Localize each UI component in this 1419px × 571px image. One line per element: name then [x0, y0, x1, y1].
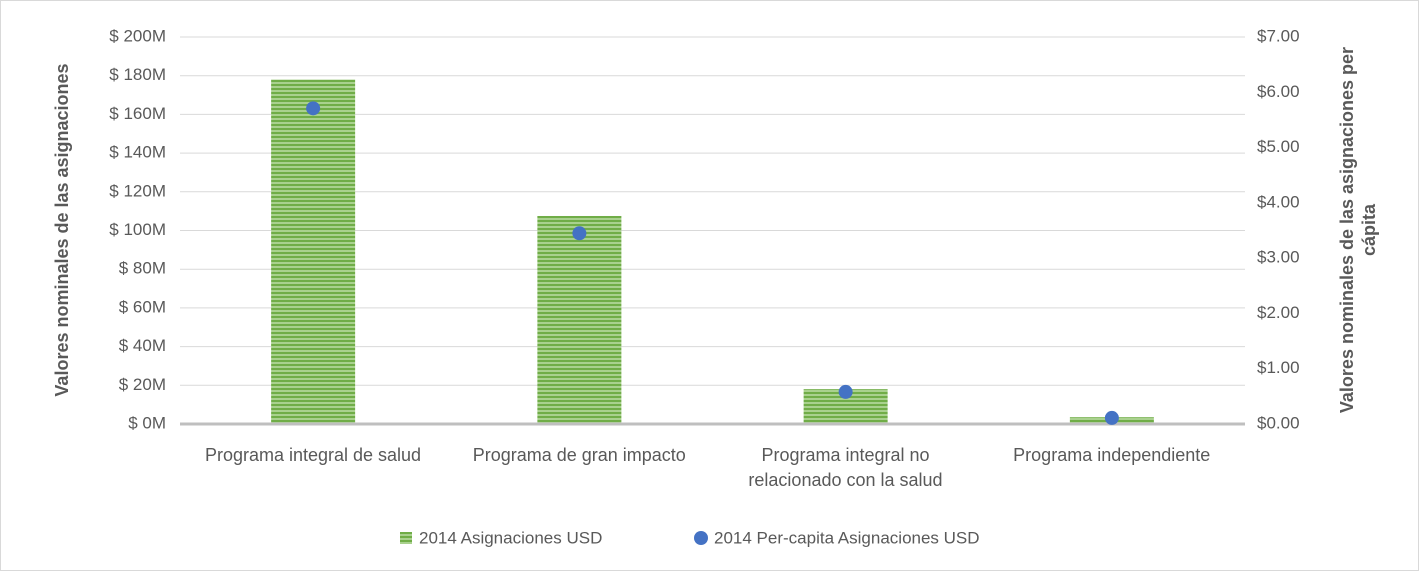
legend-swatch — [400, 532, 412, 544]
y2-tick-label: $6.00 — [1257, 82, 1300, 101]
legend-swatch — [694, 531, 708, 545]
y-tick-label: $ 200M — [109, 26, 166, 45]
y2-tick-label: $1.00 — [1257, 358, 1300, 377]
y2-tick-label: $0.00 — [1257, 413, 1300, 432]
y2-tick-label: $5.00 — [1257, 137, 1300, 156]
x-tick-label: Programa integral no relacionado con la … — [748, 445, 943, 490]
y-tick-label: $ 60M — [119, 297, 166, 316]
y-tick-label: $ 100M — [109, 220, 166, 239]
bar — [271, 79, 356, 424]
x-tick-label: Programa de gran impacto — [472, 445, 686, 465]
dot — [1104, 410, 1119, 425]
dot — [838, 384, 853, 399]
bar — [537, 215, 622, 424]
y2-tick-label: $3.00 — [1257, 248, 1300, 267]
y-tick-label: $ 40M — [119, 336, 166, 355]
x-tick-label: Programa integral de salud — [204, 445, 422, 465]
y-tick-label: $ 20M — [119, 375, 166, 394]
y2-tick-label: $2.00 — [1257, 303, 1300, 322]
y2-axis-title: Valores nominales de las asignaciones pe… — [1337, 46, 1379, 414]
y-tick-label: $ 180M — [109, 65, 166, 84]
y-tick-label: $ 160M — [109, 104, 166, 123]
legend-label: 2014 Per-capita Asignaciones USD — [714, 528, 980, 547]
y-tick-label: $ 80M — [119, 259, 166, 278]
dot — [306, 101, 321, 116]
x-tick-label: Programa independiente — [1013, 445, 1211, 465]
y-axis-title: Valores nominales de las asignaciones — [52, 63, 72, 397]
y2-tick-label: $7.00 — [1257, 26, 1300, 45]
dot — [572, 226, 587, 241]
y2-tick-label: $4.00 — [1257, 192, 1300, 211]
legend-label: 2014 Asignaciones USD — [419, 528, 602, 547]
y-tick-label: $ 0M — [128, 413, 166, 432]
y-tick-label: $ 120M — [109, 181, 166, 200]
y-tick-label: $ 140M — [109, 143, 166, 162]
